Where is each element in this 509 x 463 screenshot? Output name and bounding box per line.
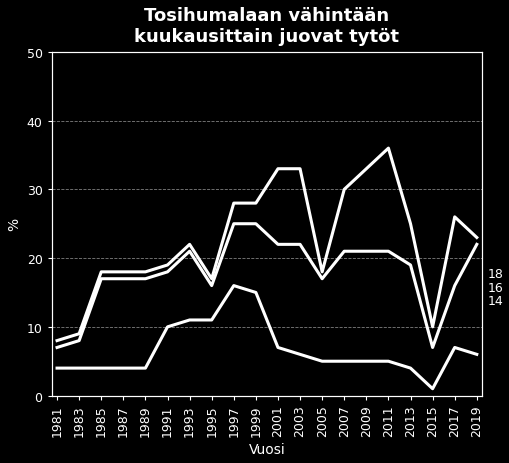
Title: Tosihumalaan vähintään
kuukausittain juovat tytöt: Tosihumalaan vähintään kuukausittain juo… <box>134 7 399 46</box>
X-axis label: Vuosi: Vuosi <box>248 442 285 456</box>
Y-axis label: %: % <box>7 218 21 231</box>
